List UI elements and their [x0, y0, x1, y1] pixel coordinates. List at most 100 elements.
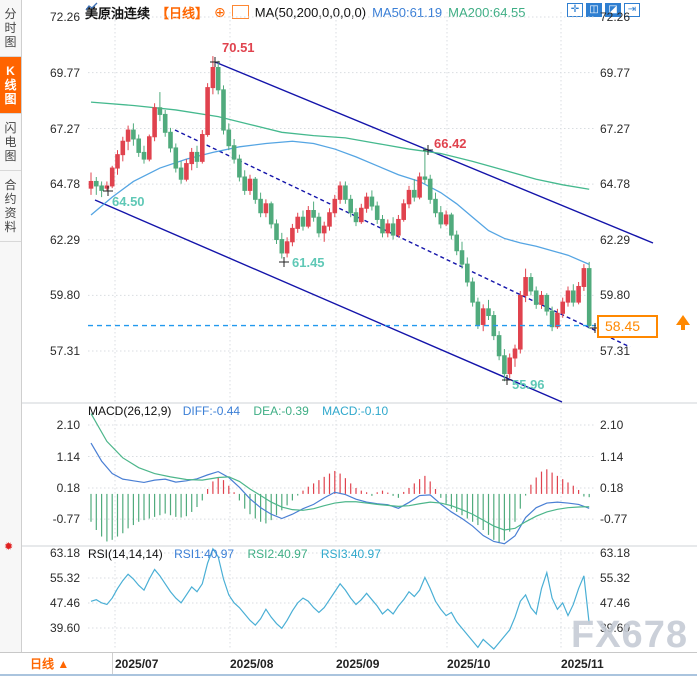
candle-body [131, 129, 136, 140]
candle-body [316, 216, 322, 234]
price-pointer-stem [681, 325, 685, 330]
rsi-tick: 47.46 [600, 595, 631, 610]
last-price-box: 58.45 [597, 315, 658, 338]
candle-body [200, 134, 205, 162]
candle-body [369, 196, 375, 207]
macd-tick: 1.14 [600, 449, 624, 464]
macd-tick: 2.10 [56, 418, 80, 433]
candle-body [226, 129, 232, 147]
candle-body [417, 176, 422, 198]
candle-body [284, 241, 290, 254]
candle-body [465, 263, 470, 283]
macd-tick: 0.18 [56, 481, 80, 495]
macd-tick: 0.18 [600, 481, 624, 495]
candle-body [576, 285, 581, 303]
candle-body [120, 140, 126, 156]
period-selector[interactable]: 日线 ▲ [22, 653, 113, 674]
rsi2-value: RSI2:40.97 [247, 547, 308, 561]
price-tick: 62.29 [49, 232, 80, 247]
crosshair-icon[interactable]: ✛ [567, 3, 583, 17]
candle-body [496, 335, 502, 357]
candle-body [247, 178, 253, 191]
candle-body [459, 250, 465, 265]
price-pointer-arrow [676, 315, 690, 325]
rsi3-value: RSI3:40.97 [320, 547, 381, 561]
candle-body [136, 138, 141, 153]
rsi-tick: 39.60 [600, 620, 631, 635]
trendline [94, 199, 563, 403]
candle-body [518, 294, 523, 350]
macd-name[interactable]: MACD(26,12,9) [88, 404, 172, 418]
candle-body [242, 176, 247, 191]
price-tick: 57.31 [49, 344, 80, 359]
candle-body [549, 310, 555, 328]
axis-scale-icon[interactable]: ◫ [586, 3, 602, 17]
candle-body [157, 107, 163, 115]
candle-body [443, 214, 449, 225]
rsi-tick: 63.18 [600, 546, 631, 560]
chart-header: 美原油连续 【日线】 ⊕ MA(50,200,0,0,0,0) MA50:61.… [85, 2, 526, 22]
rsi-panel-header: RSI(14,14,14) RSI1:40.97 RSI2:40.97 RSI3… [88, 547, 381, 561]
candle-body [528, 277, 534, 292]
sidebar-tab-lightning[interactable]: 闪电图 [0, 114, 21, 171]
ma200-line [90, 101, 590, 190]
sidebar-tab-contract-info[interactable]: 合约资料 [0, 171, 21, 242]
candle-body [470, 281, 475, 303]
candle-body [263, 203, 269, 214]
candle-body [184, 163, 189, 180]
candle-body [348, 198, 353, 214]
rsi-name[interactable]: RSI(14,14,14) [88, 547, 163, 561]
candle-body [544, 294, 550, 312]
sidebar-tab-char: 图 [4, 92, 17, 106]
candle-body [141, 151, 147, 160]
ma200-value: MA200:64.55 [448, 4, 526, 20]
macd-tick: 1.14 [56, 449, 80, 464]
price-annotation: 70.51 [222, 40, 255, 55]
candle-body [523, 277, 528, 296]
pan-right-icon[interactable]: ⇥ [624, 3, 640, 17]
candle-body [533, 290, 539, 305]
price-annotation: 55.96 [512, 377, 545, 392]
candle-body [210, 66, 216, 89]
candle-body [237, 158, 242, 178]
candle-body [268, 203, 274, 225]
sidebar-tab-char: K [6, 64, 15, 78]
price-tick: 72.26 [600, 10, 631, 24]
macd-dea-line [90, 413, 590, 531]
sidebar-tab-char: 闪 [4, 121, 17, 135]
price-tick: 67.27 [49, 121, 80, 136]
sidebar-tab-char: 约 [4, 192, 17, 206]
price-tick: 67.27 [600, 121, 631, 136]
macd-diff-value: DIFF:-0.44 [182, 404, 241, 418]
candle-body [380, 218, 385, 234]
price-annotation: 66.42 [434, 136, 467, 151]
candle-body [189, 151, 194, 165]
candle-body [115, 154, 120, 169]
candle-body [337, 185, 343, 200]
candle-body [152, 107, 157, 138]
price-tick: 64.78 [600, 177, 631, 192]
candle-body [162, 113, 168, 133]
price-tick: 57.31 [600, 344, 631, 359]
candle-body [300, 216, 306, 227]
candle-body [327, 212, 332, 227]
candle-body [359, 207, 364, 223]
sidebar-tab-char: 电 [4, 135, 17, 149]
candle-body [253, 178, 258, 200]
rsi-tick: 47.46 [49, 595, 80, 610]
axis-zoom-icon[interactable]: ◪ [605, 3, 621, 17]
rsi-tick: 63.18 [49, 546, 80, 560]
candle-body [364, 196, 369, 209]
candle-body [539, 294, 544, 305]
chart-style-icon[interactable] [85, 2, 249, 19]
rsi1-value: RSI1:40.97 [174, 547, 235, 561]
sidebar-tab-timeshare[interactable]: 分时图 [0, 0, 21, 57]
add-indicator-icon[interactable]: ⊕ [214, 3, 226, 20]
candle-body [396, 218, 401, 236]
candle-body [221, 89, 226, 131]
candle-body [343, 185, 348, 200]
candle-body [401, 203, 406, 220]
indicator-label[interactable]: MA(50,200,0,0,0,0) [254, 4, 367, 20]
